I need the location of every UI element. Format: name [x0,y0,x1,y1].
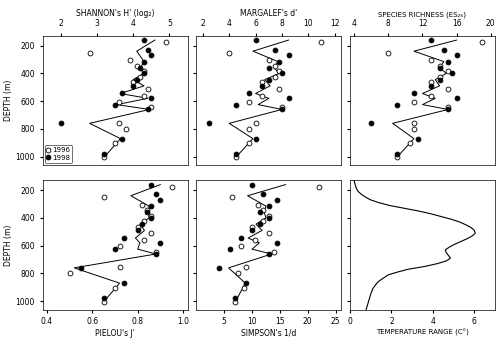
Legend: 1996, 1998: 1996, 1998 [44,145,72,163]
X-axis label: MARGALEF's d': MARGALEF's d' [240,10,298,18]
Y-axis label: DEPTH (m): DEPTH (m) [4,224,13,266]
X-axis label: PIELOU's J': PIELOU's J' [95,329,135,338]
Y-axis label: DEPTH (m): DEPTH (m) [4,80,13,121]
X-axis label: TEMPERATURE RANGE (C°): TEMPERATURE RANGE (C°) [376,329,469,336]
X-axis label: SPECIES RICHNESS (ES₂₆): SPECIES RICHNESS (ES₂₆) [378,12,466,18]
X-axis label: SIMPSON's 1/d: SIMPSON's 1/d [241,329,296,338]
X-axis label: SHANNON's H' (log₂): SHANNON's H' (log₂) [76,10,154,18]
